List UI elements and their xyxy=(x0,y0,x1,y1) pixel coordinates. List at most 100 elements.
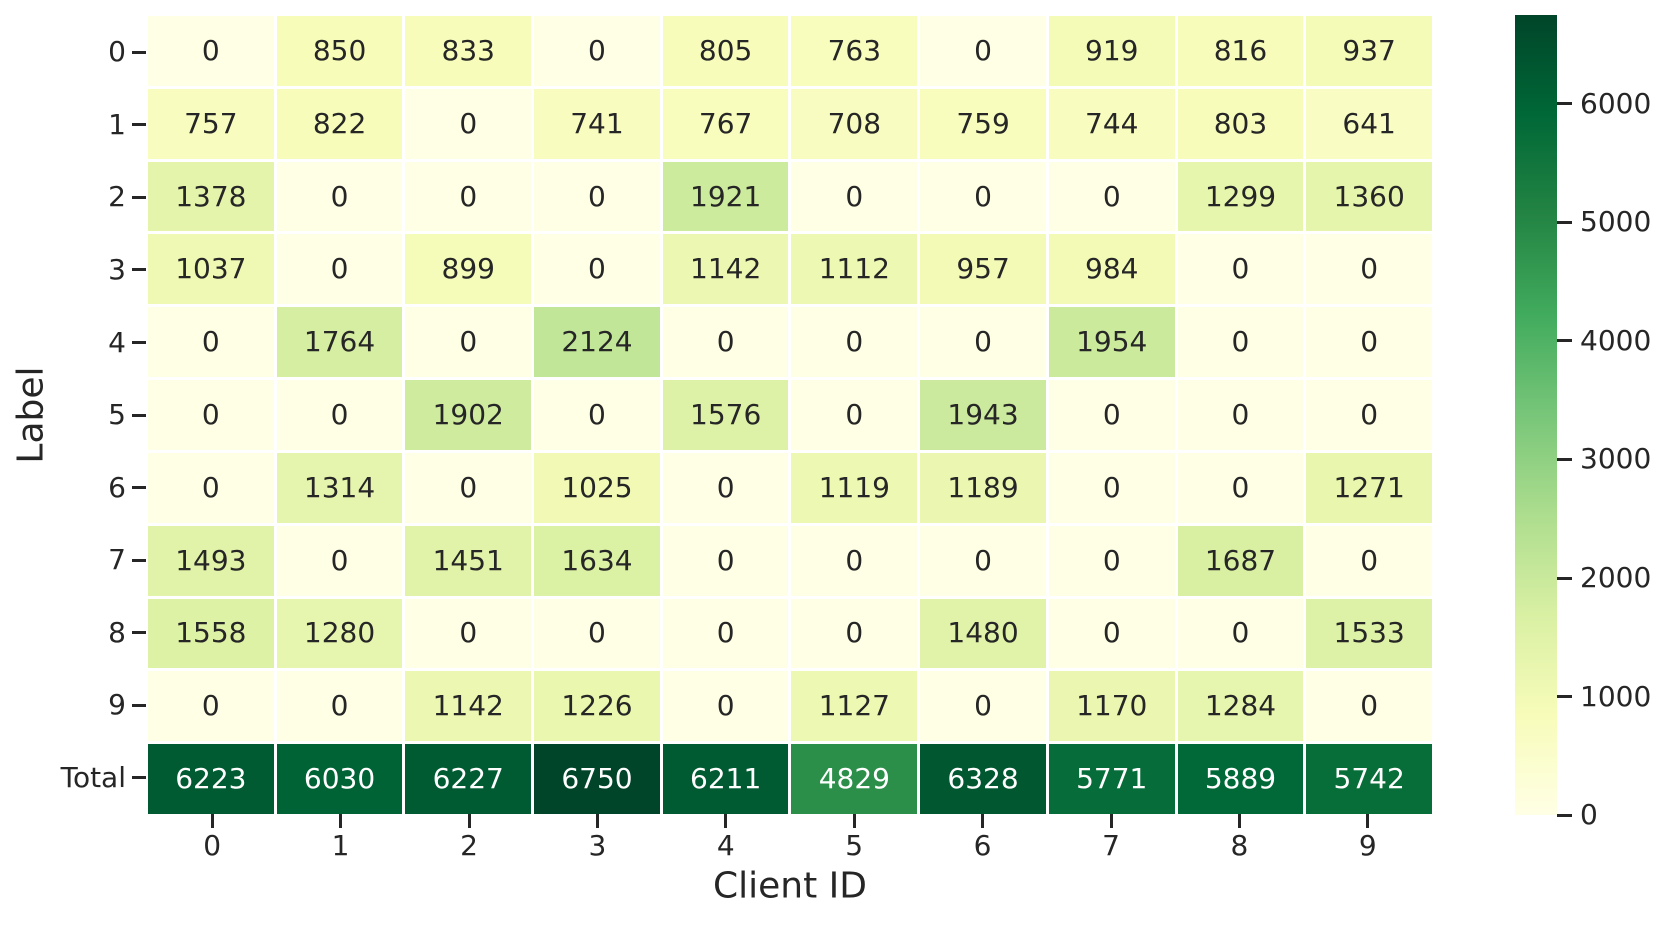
heatmap-cell: 1634 xyxy=(534,525,660,596)
heatmap-cell: 5889 xyxy=(1177,744,1304,814)
heatmap-cell: 1360 xyxy=(1306,161,1432,232)
heatmap-cell: 0 xyxy=(1177,452,1304,523)
heatmap-cell: 1954 xyxy=(1048,307,1175,378)
heatmap-cell: 0 xyxy=(276,161,403,232)
heatmap-cell: 984 xyxy=(1048,234,1175,305)
heatmap-cell: 0 xyxy=(1048,452,1175,523)
x-tick-label: 5 xyxy=(845,829,864,862)
heatmap-cell: 6211 xyxy=(662,744,789,814)
x-tick-label: 6 xyxy=(973,829,992,862)
heatmap-grid: 0 850 833 0 805 763 0 919 816 937 757 822 0 741 767 708… xyxy=(148,16,1432,814)
heatmap-cell: 1142 xyxy=(405,671,532,742)
heatmap-cell: 0 xyxy=(148,16,274,86)
y-tick-mark xyxy=(132,123,146,127)
y-tick-label: 7 xyxy=(108,543,126,577)
heatmap-cell: 1558 xyxy=(148,598,274,669)
heatmap-cell: 708 xyxy=(791,88,918,159)
x-tick-mark xyxy=(1366,814,1370,828)
heatmap-cell: 0 xyxy=(276,380,403,450)
heatmap-cell: 759 xyxy=(920,88,1046,159)
heatmap-cell: 0 xyxy=(405,452,532,523)
heatmap-cell: 1025 xyxy=(534,452,660,523)
heatmap-cell: 1576 xyxy=(662,380,789,450)
colorbar-tick-mark xyxy=(1557,813,1572,817)
heatmap-cell: 0 xyxy=(662,598,789,669)
heatmap-cell: 0 xyxy=(1177,307,1304,378)
heatmap-cell: 937 xyxy=(1306,16,1432,86)
heatmap-cell: 757 xyxy=(148,88,274,159)
heatmap-cell: 0 xyxy=(791,161,918,232)
colorbar xyxy=(1515,15,1557,815)
colorbar-tick-label: 5000 xyxy=(1580,205,1652,239)
x-tick-label: 8 xyxy=(1230,829,1249,862)
x-tick-mark xyxy=(981,814,985,828)
heatmap-cell: 0 xyxy=(791,598,918,669)
x-tick-mark xyxy=(467,814,471,828)
colorbar-tick-label: 4000 xyxy=(1580,323,1652,357)
heatmap-cell: 0 xyxy=(405,598,532,669)
heatmap-cell: 0 xyxy=(534,234,660,305)
colorbar-tick-label: 3000 xyxy=(1580,442,1652,476)
heatmap-cell: 5771 xyxy=(1048,744,1175,814)
colorbar-tick-label: 2000 xyxy=(1580,561,1652,594)
x-tick-label: 9 xyxy=(1358,829,1377,862)
heatmap-cell: 850 xyxy=(276,16,403,86)
heatmap-cell: 0 xyxy=(534,380,660,450)
heatmap-cell: 1314 xyxy=(276,452,403,523)
heatmap-cell: 1943 xyxy=(920,380,1046,450)
y-tick-mark xyxy=(132,195,146,199)
heatmap-cell: 0 xyxy=(1306,671,1432,742)
heatmap-cell: 0 xyxy=(791,525,918,596)
heatmap-cell: 1170 xyxy=(1048,671,1175,742)
heatmap-cell: 0 xyxy=(1306,525,1432,596)
y-tick-mark xyxy=(132,703,146,707)
heatmap-cell: 763 xyxy=(791,16,918,86)
y-tick-label: 9 xyxy=(108,688,126,722)
heatmap-cell: 0 xyxy=(662,452,789,523)
heatmap-cell: 0 xyxy=(405,88,532,159)
x-tick-mark xyxy=(210,814,214,828)
heatmap-cell: 6030 xyxy=(276,744,403,814)
heatmap-cell: 0 xyxy=(1177,380,1304,450)
heatmap-cell: 0 xyxy=(148,307,274,378)
heatmap-cell: 1037 xyxy=(148,234,274,305)
heatmap-cell: 0 xyxy=(920,307,1046,378)
heatmap-cell: 0 xyxy=(148,452,274,523)
heatmap-cell: 0 xyxy=(662,671,789,742)
x-tick-mark xyxy=(1237,814,1241,828)
heatmap-cell: 0 xyxy=(405,307,532,378)
heatmap-cell: 899 xyxy=(405,234,532,305)
heatmap-cell: 803 xyxy=(1177,88,1304,159)
heatmap-cell: 0 xyxy=(276,234,403,305)
x-tick-mark xyxy=(724,814,728,828)
heatmap-cell: 1480 xyxy=(920,598,1046,669)
colorbar-tick-mark xyxy=(1557,576,1572,580)
heatmap-cell: 2124 xyxy=(534,307,660,378)
y-tick-label: 2 xyxy=(108,180,126,214)
heatmap-cell: 741 xyxy=(534,88,660,159)
heatmap-cell: 0 xyxy=(276,671,403,742)
heatmap-cell: 833 xyxy=(405,16,532,86)
colorbar-tick-mark xyxy=(1557,102,1572,106)
heatmap-cell: 0 xyxy=(662,307,789,378)
colorbar-tick-mark xyxy=(1557,695,1572,698)
y-tick-mark xyxy=(132,776,146,780)
y-tick-label: 5 xyxy=(108,398,126,431)
heatmap-cell: 0 xyxy=(534,161,660,232)
heatmap-cell: 0 xyxy=(920,16,1046,86)
heatmap-cell: 0 xyxy=(148,671,274,742)
y-tick-mark xyxy=(132,631,146,635)
heatmap-cell: 1119 xyxy=(791,452,918,523)
heatmap-cell: 805 xyxy=(662,16,789,86)
colorbar-tick-mark xyxy=(1557,457,1572,461)
heatmap-cell: 1112 xyxy=(791,234,918,305)
heatmap-cell: 1378 xyxy=(148,161,274,232)
y-tick-label: 3 xyxy=(108,252,126,286)
y-tick-label: 1 xyxy=(108,107,126,141)
heatmap-cell: 1921 xyxy=(662,161,789,232)
heatmap-cell: 0 xyxy=(1177,598,1304,669)
heatmap-cell: 1280 xyxy=(276,598,403,669)
heatmap-cell: 0 xyxy=(1048,598,1175,669)
x-tick-mark xyxy=(595,814,599,828)
